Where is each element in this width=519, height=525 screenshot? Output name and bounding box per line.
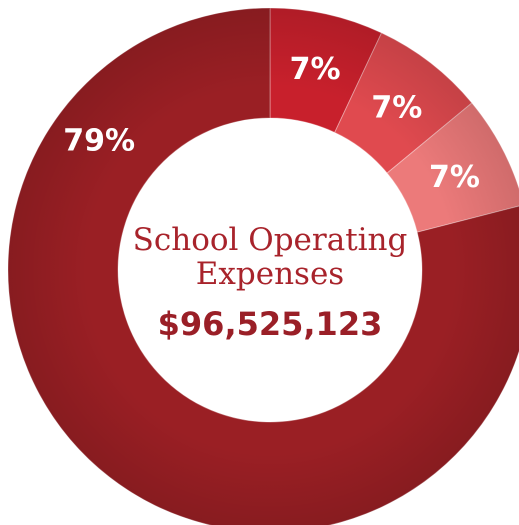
slice-label-2: 7%	[371, 90, 422, 125]
slice-labels: 7%7%7%79%	[63, 52, 480, 195]
ring-shading	[8, 8, 519, 525]
slice-label-1: 7%	[290, 52, 341, 87]
center-title-line-1: School Operating	[133, 222, 408, 258]
donut-slices	[7, 7, 519, 525]
center-total-value: $96,525,123	[158, 305, 383, 343]
slice-label-4: 79%	[63, 123, 135, 158]
center-title-line-2: Expenses	[196, 256, 344, 292]
slice-label-3: 7%	[429, 160, 480, 195]
